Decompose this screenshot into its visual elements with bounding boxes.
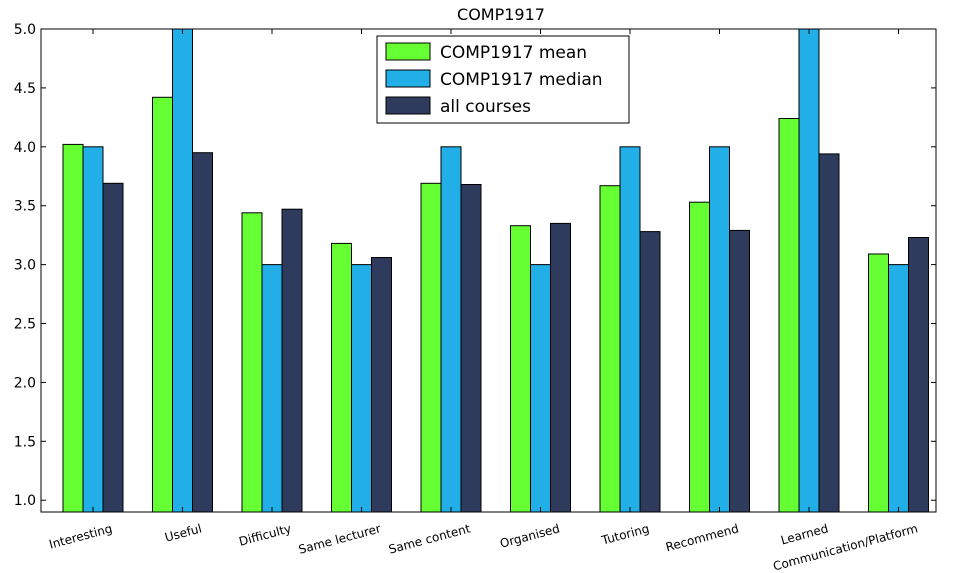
chart-title: COMP1917 bbox=[457, 5, 545, 24]
bar-interesting-comp1917-median bbox=[82, 146, 104, 513]
bar-same-content-comp1917-median bbox=[440, 146, 462, 513]
x-tick-label: Learned bbox=[779, 521, 830, 547]
legend: COMP1917 mean COMP1917 median all courses bbox=[376, 35, 630, 124]
bar-recommend-comp1917-mean bbox=[689, 201, 710, 513]
legend-swatch-comp1917-mean bbox=[385, 42, 431, 61]
bar-difficulty-comp1917-median bbox=[261, 264, 283, 513]
plot-frame bbox=[40, 28, 937, 513]
y-tick-label: 2.5 bbox=[14, 317, 36, 333]
legend-swatch-all-courses bbox=[385, 96, 431, 115]
legend-swatch-comp1917-median bbox=[385, 69, 431, 88]
legend-label: COMP1917 mean bbox=[440, 43, 587, 63]
bar-same-content-all-courses bbox=[460, 184, 482, 513]
bar-same-lecturer-comp1917-median bbox=[351, 264, 372, 513]
x-tick-label: Tutoring bbox=[599, 521, 651, 547]
y-tick-label: 3.5 bbox=[14, 199, 36, 215]
bar-same-lecturer-comp1917-mean bbox=[331, 242, 352, 513]
bar-recommend-comp1917-median bbox=[709, 146, 730, 513]
legend-label: COMP1917 median bbox=[440, 70, 603, 90]
y-tick-label: 5.0 bbox=[14, 22, 36, 38]
x-tick-label: Difficulty bbox=[237, 521, 292, 548]
bar-learned-comp1917-median bbox=[798, 28, 820, 513]
bar-difficulty-comp1917-mean bbox=[241, 212, 263, 513]
bar-communication-platform-all-courses bbox=[908, 237, 929, 513]
bar-useful-all-courses bbox=[192, 152, 213, 513]
y-tick-label: 1.0 bbox=[14, 493, 36, 509]
x-tick-label: Organised bbox=[498, 521, 561, 550]
bar-recommend-all-courses bbox=[729, 229, 750, 513]
bar-tutoring-comp1917-mean bbox=[599, 185, 621, 513]
x-tick-label: Interesting bbox=[48, 521, 114, 551]
y-tick-label: 4.0 bbox=[14, 140, 36, 156]
bar-interesting-all-courses bbox=[102, 182, 124, 513]
bar-communication-platform-comp1917-median bbox=[888, 264, 909, 513]
y-tick-label: 4.5 bbox=[14, 81, 36, 97]
bar-communication-platform-comp1917-mean bbox=[868, 253, 889, 513]
y-tick-label: 2.0 bbox=[14, 375, 36, 391]
bar-same-content-comp1917-mean bbox=[420, 182, 442, 513]
bar-interesting-comp1917-mean bbox=[62, 143, 84, 513]
bar-organised-comp1917-median bbox=[530, 264, 551, 513]
y-tick-label: 1.5 bbox=[14, 434, 36, 450]
x-tick-label: Useful bbox=[163, 521, 203, 544]
x-tick-label: Same lecturer bbox=[297, 521, 382, 556]
legend-label: all courses bbox=[440, 97, 531, 117]
x-tick-label: Same content bbox=[387, 521, 472, 556]
bar-organised-all-courses bbox=[550, 222, 571, 513]
bar-difficulty-all-courses bbox=[281, 208, 303, 513]
bar-tutoring-all-courses bbox=[639, 231, 661, 513]
bar-organised-comp1917-mean bbox=[510, 225, 531, 513]
bar-useful-comp1917-mean bbox=[152, 96, 173, 513]
bar-learned-all-courses bbox=[818, 153, 840, 513]
bar-learned-comp1917-mean bbox=[778, 118, 800, 513]
x-tick-label: Recommend bbox=[664, 521, 740, 554]
bar-tutoring-comp1917-median bbox=[619, 146, 641, 513]
bar-same-lecturer-all-courses bbox=[371, 257, 392, 513]
bars-group bbox=[62, 28, 929, 513]
y-tick-label: 3.0 bbox=[14, 258, 36, 274]
bar-useful-comp1917-median bbox=[172, 28, 193, 513]
y-axis: 1.0 1.5 2.0 2.5 3.0 3.5 4.0 4.5 5.0 bbox=[14, 22, 936, 509]
